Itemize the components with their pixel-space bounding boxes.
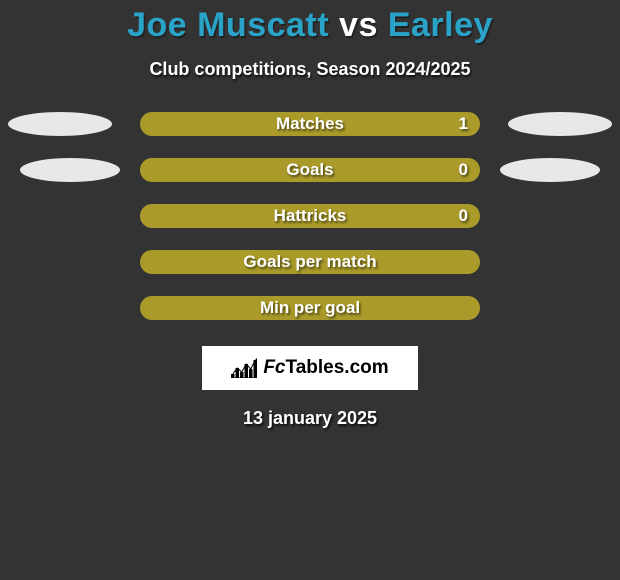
comparison-bars: Matches1Goals0Hattricks0Goals per matchM… xyxy=(0,110,620,340)
stat-row: Goals per match xyxy=(0,248,620,294)
title-player1: Joe Muscatt xyxy=(127,6,329,44)
right-ellipse xyxy=(500,158,600,182)
subtitle: Club competitions, Season 2024/2025 xyxy=(0,59,620,80)
stat-bar xyxy=(140,250,480,274)
stat-row: Hattricks0 xyxy=(0,202,620,248)
title-vs: vs xyxy=(339,6,378,44)
stat-bar xyxy=(140,296,480,320)
title-player2: Earley xyxy=(388,6,493,44)
right-ellipse xyxy=(508,112,612,136)
stat-bar xyxy=(140,158,480,182)
stat-row: Matches1 xyxy=(0,110,620,156)
bar-chart-icon xyxy=(231,358,257,378)
brand-prefix: Fc xyxy=(263,357,285,378)
brand-text: FcTables.com xyxy=(263,357,388,379)
page-title: Joe Muscatt vs Earley Joe Muscatt vs Ear… xyxy=(0,0,620,45)
site-badge[interactable]: FcTables.com xyxy=(202,346,418,390)
stat-bar xyxy=(140,112,480,136)
stat-row: Goals0 xyxy=(0,156,620,202)
comparison-infographic: Joe Muscatt vs Earley Joe Muscatt vs Ear… xyxy=(0,0,620,580)
stat-bar xyxy=(140,204,480,228)
brand-rest: Tables.com xyxy=(286,357,389,378)
left-ellipse xyxy=(20,158,120,182)
stat-row: Min per goal xyxy=(0,294,620,340)
left-ellipse xyxy=(8,112,112,136)
date-text: 13 january 2025 xyxy=(0,408,620,429)
